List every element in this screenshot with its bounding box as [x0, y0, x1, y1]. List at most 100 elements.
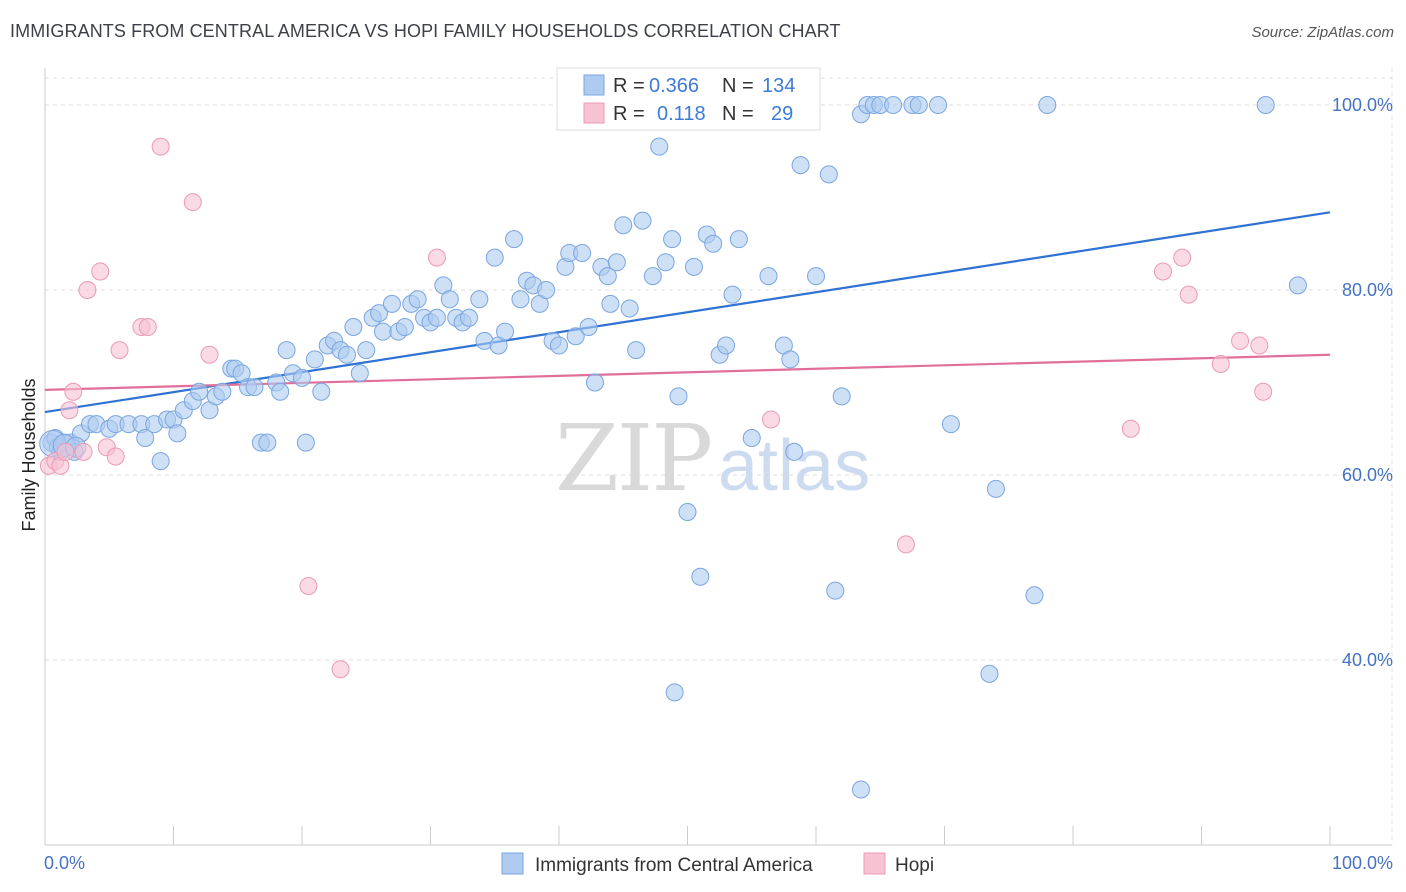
- blue-point: [168, 424, 187, 443]
- blue-point: [312, 382, 331, 401]
- legend-pink-n-value: 29: [771, 103, 793, 125]
- legend-blue-n-value: 134: [762, 75, 795, 97]
- pink-point: [74, 442, 93, 461]
- series-pink-points: [39, 137, 1273, 679]
- bottom-legend: Immigrants from Central America Hopi: [501, 852, 934, 876]
- legend-blue-n-label: N =: [722, 75, 754, 97]
- blue-point: [357, 341, 376, 360]
- blue-point: [669, 387, 688, 406]
- blue-point: [729, 230, 748, 249]
- blue-point: [665, 683, 684, 702]
- blue-point: [1025, 586, 1044, 605]
- blue-point: [678, 503, 697, 521]
- pink-point: [427, 248, 446, 267]
- pink-point: [762, 410, 781, 429]
- pink-point: [1153, 262, 1172, 281]
- pink-point: [1173, 248, 1192, 267]
- blue-point: [601, 294, 620, 313]
- blue-point: [781, 350, 800, 369]
- legend-pink-n-label: N =: [722, 103, 754, 125]
- series-blue-points: [39, 96, 1307, 799]
- blue-point: [785, 442, 804, 461]
- legend-blue-r-value: 0.366: [649, 75, 699, 97]
- blue-point: [470, 290, 489, 309]
- pink-point: [91, 262, 110, 281]
- blue-point: [826, 581, 845, 600]
- legend-pink-swatch: [583, 102, 605, 124]
- blue-point: [505, 230, 524, 249]
- blue-point: [807, 267, 825, 286]
- blue-point: [245, 378, 264, 397]
- pink-point: [78, 281, 97, 299]
- pink-point: [200, 345, 219, 364]
- pink-point: [183, 193, 202, 212]
- bottom-legend-blue-swatch: [501, 852, 524, 875]
- watermark-zip: ZIP: [555, 405, 711, 512]
- x-tick-label-max: 100.0%: [1332, 853, 1393, 873]
- blue-point: [742, 429, 761, 447]
- blue-point: [258, 433, 277, 452]
- pink-point: [110, 341, 129, 360]
- watermark: ZIP atlas: [555, 405, 870, 512]
- blue-point: [566, 327, 585, 346]
- blue-point: [440, 290, 459, 309]
- blue-point: [791, 156, 810, 175]
- blue-point: [1256, 96, 1275, 114]
- blue-point: [350, 364, 369, 383]
- blue-point: [986, 479, 1005, 498]
- blue-point: [271, 382, 290, 401]
- blue-point: [344, 318, 363, 336]
- blue-point: [373, 322, 392, 341]
- blue-point: [656, 253, 675, 272]
- bottom-legend-blue-label: Immigrants from Central America: [535, 855, 813, 876]
- blue-point: [1038, 96, 1057, 114]
- pink-point: [1121, 419, 1140, 438]
- pink-point: [138, 318, 157, 336]
- pink-point: [1254, 382, 1273, 401]
- y-axis-title: Family Households: [19, 378, 39, 531]
- blue-point: [633, 211, 652, 230]
- blue-point: [691, 567, 710, 586]
- blue-point: [213, 382, 232, 401]
- legend-box: R = 0.366 N = 134 R = 0.118 N = 29: [556, 67, 821, 131]
- watermark-atlas: atlas: [718, 426, 870, 506]
- pink-point: [1231, 331, 1250, 350]
- blue-point: [573, 244, 592, 262]
- legend-pink-r-label: R =: [613, 103, 645, 125]
- tick-labels: 40.0% 60.0% 80.0% 100.0% 0.0% 100.0%: [44, 95, 1393, 873]
- blue-point: [460, 308, 479, 327]
- blue-point: [579, 318, 598, 336]
- blue-point: [929, 96, 948, 114]
- legend-pink-r-value: 0.118: [657, 103, 706, 125]
- pink-point: [1211, 355, 1230, 373]
- blue-point: [832, 387, 851, 406]
- blue-point: [980, 664, 999, 683]
- y-tick-label-80: 80.0%: [1342, 280, 1393, 300]
- pink-point: [60, 401, 79, 420]
- blue-point: [151, 452, 170, 471]
- trend-lines: [44, 211, 1331, 414]
- pink-point: [896, 535, 915, 554]
- legend-blue-r-label: R =: [613, 75, 645, 97]
- grid-lines: [45, 68, 1393, 845]
- pink-point: [1179, 285, 1198, 304]
- blue-point: [663, 230, 682, 249]
- blue-point: [370, 304, 389, 323]
- y-tick-label-60: 60.0%: [1342, 465, 1393, 485]
- blue-point: [717, 336, 736, 355]
- blue-point: [941, 415, 960, 434]
- blue-point: [305, 350, 324, 369]
- bottom-legend-pink-swatch: [863, 852, 886, 875]
- blue-point: [1288, 276, 1307, 295]
- chart-title: IMMIGRANTS FROM CENTRAL AMERICA VS HOPI …: [10, 21, 841, 41]
- blue-point: [627, 341, 646, 360]
- pink-point: [56, 442, 75, 461]
- x-tick-label-min: 0.0%: [44, 853, 85, 873]
- blue-point: [607, 253, 626, 272]
- blue-point: [614, 216, 633, 235]
- blue-point: [723, 285, 742, 304]
- bottom-legend-pink-label: Hopi: [895, 855, 934, 876]
- blue-point: [851, 780, 870, 799]
- blue-point: [909, 96, 928, 114]
